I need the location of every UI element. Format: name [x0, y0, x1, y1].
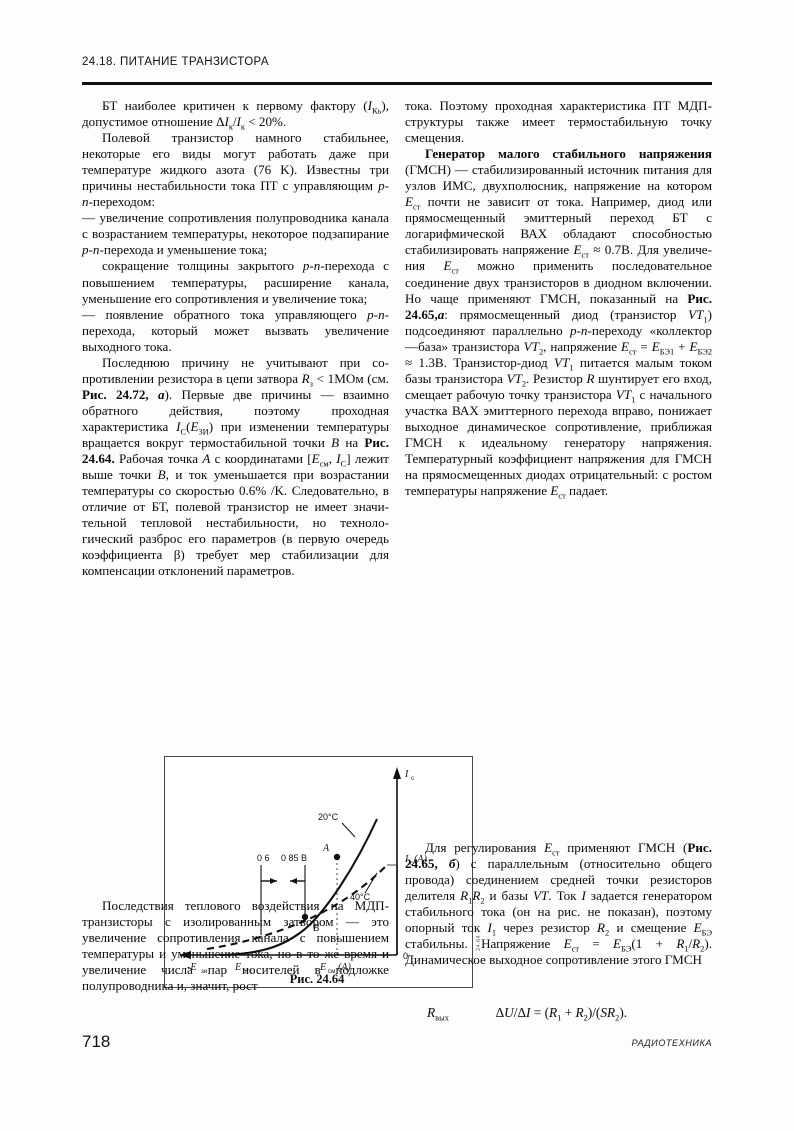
span-arrowhead-left: [270, 878, 277, 884]
paragraph: Генератор малого стабильного напря­жения…: [405, 146, 713, 501]
leader-40c: [364, 872, 378, 894]
paragraph: сокращение толщины закрытого p-n-пере­хо…: [82, 258, 389, 306]
figure-caption: Рис. 24.64: [290, 972, 346, 985]
left-column: БТ наиболее критичен к первому фактору (…: [82, 98, 482, 993]
section-title: 24.18. ПИТАНИЕ ТРАНЗИСТОРА: [82, 56, 269, 68]
x-label-esm: E: [319, 962, 326, 973]
point-a-label: A: [322, 843, 330, 854]
paragraph: — увеличение сопротивления полупроводник…: [82, 210, 389, 258]
curve-40c: [206, 864, 388, 951]
point-a-marker: [333, 853, 341, 861]
span-label-left: 0 6: [257, 853, 270, 863]
ic-a-label-sub: с: [410, 860, 413, 867]
x-label-ezi: -E: [187, 962, 196, 973]
ic-a-label: I: [404, 854, 409, 865]
header-rule: [82, 82, 712, 85]
ic-a-label-arg: (A): [414, 854, 427, 865]
book-brand: РАДИОТЕХНИКА: [631, 1038, 712, 1048]
page-header: 24.18. ПИТАНИЕ ТРАНЗИСТОРА: [82, 56, 712, 68]
point-b-label: B: [313, 923, 319, 934]
paragraph: Последствия теплового воздействия на МДП…: [82, 898, 389, 994]
span-arrowhead-right: [290, 878, 297, 884]
x-label-eots: E: [234, 962, 241, 973]
paragraph: Последнюю причину не учитывают при со­пр…: [82, 354, 389, 579]
figure-24-64: I с 0 A B: [164, 756, 482, 988]
span-label-right: 0 85 В: [281, 853, 307, 863]
y-axis-label: I: [404, 769, 409, 780]
curve-20c: [219, 818, 378, 957]
y-axis-arrow: [393, 767, 401, 779]
page-number: 718: [82, 1032, 111, 1051]
x-axis-arrow: [179, 951, 191, 959]
formula-line: Rвых ΔU/ΔI = (R1 + R2)/(SR2).: [427, 1005, 628, 1023]
x-label-esm-arg: (A): [338, 962, 351, 973]
curve-label-20c: 20°C: [318, 812, 339, 822]
paragraph: Полевой транзистор намного стабильнее, н…: [82, 130, 389, 210]
x-label-esm-sub: см: [328, 968, 335, 975]
paragraph: — появление обратного тока управляющего …: [82, 306, 389, 354]
paragraph: Для регулирования Eст применяют ГМСН (Ри…: [405, 840, 712, 968]
leader-20c: [341, 822, 356, 838]
right-column: тока. Поэтому проходная характеристика П…: [405, 98, 713, 1022]
origin-label: 0: [403, 951, 408, 961]
curve-label-40c: 40°C: [350, 892, 371, 902]
y-axis-label-sub: с: [411, 775, 414, 782]
paragraph: БТ наиболее критичен к первому фактору (…: [82, 98, 389, 132]
x-label-ezi-sub: зи: [201, 968, 208, 975]
transfer-characteristic-chart: I с 0 A B: [179, 767, 427, 985]
paragraph: тока. Поэтому проходная характеристика П…: [405, 98, 712, 146]
x-label-eots-sub: отс: [243, 968, 252, 975]
